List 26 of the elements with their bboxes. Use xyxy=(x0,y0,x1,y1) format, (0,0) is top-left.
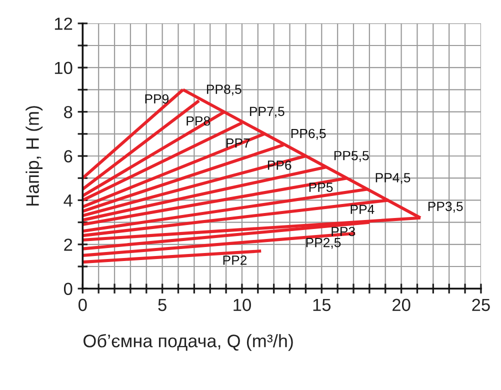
x-tick-label: 5 xyxy=(158,298,166,312)
y-tick-label: 2 xyxy=(64,238,72,251)
x-tick-label: 15 xyxy=(313,298,331,312)
series-label: PP5,5 xyxy=(334,151,369,162)
x-tick-label: 20 xyxy=(392,298,410,312)
x-tick-label: 10 xyxy=(234,298,251,312)
y-axis-title: Напір, H (m) xyxy=(26,106,43,206)
y-tick-label: 10 xyxy=(54,62,72,74)
series-label: PP4 xyxy=(350,204,374,214)
series-label: PP7,5 xyxy=(250,106,284,118)
series-label: PP2 xyxy=(223,256,247,265)
series-label: PP2,5 xyxy=(306,238,341,249)
y-tick-label: 6 xyxy=(64,150,72,162)
x-axis-title: Об’ємна подача, Q (m³/h) xyxy=(84,334,293,351)
series-label: PP8,5 xyxy=(206,84,242,96)
x-tick-label: 0 xyxy=(78,298,87,312)
y-tick-label: 8 xyxy=(64,106,72,118)
series-label: PP6,5 xyxy=(291,128,326,140)
y-tick-label: 12 xyxy=(54,18,72,30)
series-label: PP5 xyxy=(309,182,333,192)
x-tick-label: 25 xyxy=(472,298,490,312)
series-label: PP4,5 xyxy=(376,173,410,184)
y-tick-label: 0 xyxy=(64,282,72,296)
y-tick-label: 4 xyxy=(64,194,72,206)
series-label: PP3,5 xyxy=(428,202,463,213)
series-label: PP9 xyxy=(145,94,169,104)
